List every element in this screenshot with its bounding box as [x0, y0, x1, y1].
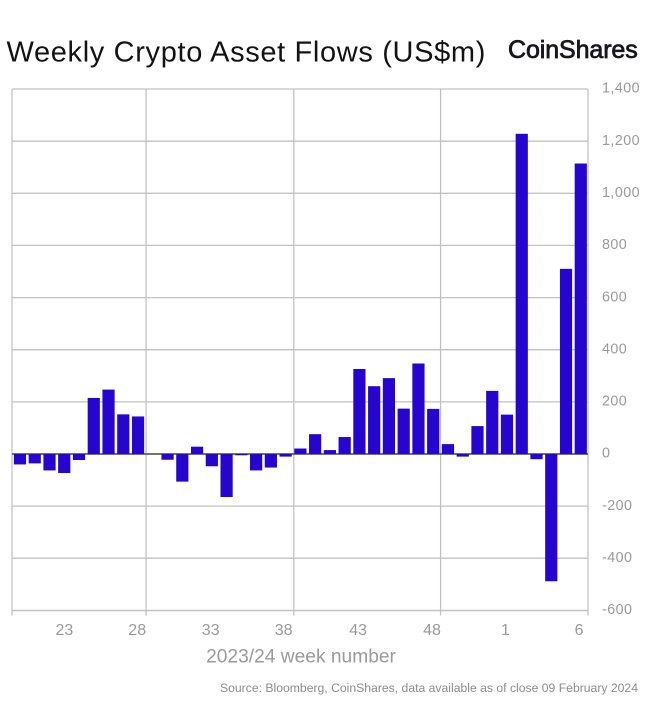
svg-text:2023/24 week number: 2023/24 week number: [206, 647, 396, 668]
svg-text:-200: -200: [602, 498, 632, 514]
svg-text:28: 28: [128, 622, 146, 639]
svg-text:-400: -400: [602, 550, 632, 566]
svg-text:0: 0: [602, 446, 610, 462]
svg-text:Source: Bloomberg, CoinShares,: Source: Bloomberg, CoinShares, data avai…: [220, 681, 638, 695]
svg-text:6: 6: [575, 622, 584, 639]
svg-text:33: 33: [202, 622, 220, 639]
svg-text:48: 48: [423, 622, 441, 639]
svg-text:600: 600: [602, 289, 627, 305]
svg-text:1,400: 1,400: [602, 81, 640, 97]
svg-text:1: 1: [501, 622, 510, 639]
svg-text:800: 800: [602, 237, 627, 253]
svg-text:400: 400: [602, 341, 627, 357]
svg-text:38: 38: [275, 622, 293, 639]
svg-text:-600: -600: [602, 602, 632, 618]
svg-text:200: 200: [602, 394, 627, 410]
svg-text:Weekly Crypto Asset Flows (US$: Weekly Crypto Asset Flows (US$m): [7, 37, 487, 69]
svg-text:23: 23: [56, 622, 74, 639]
svg-text:CoinShares: CoinShares: [508, 36, 638, 64]
svg-text:1,000: 1,000: [602, 185, 640, 201]
svg-text:43: 43: [349, 622, 367, 639]
svg-text:1,200: 1,200: [602, 133, 640, 149]
